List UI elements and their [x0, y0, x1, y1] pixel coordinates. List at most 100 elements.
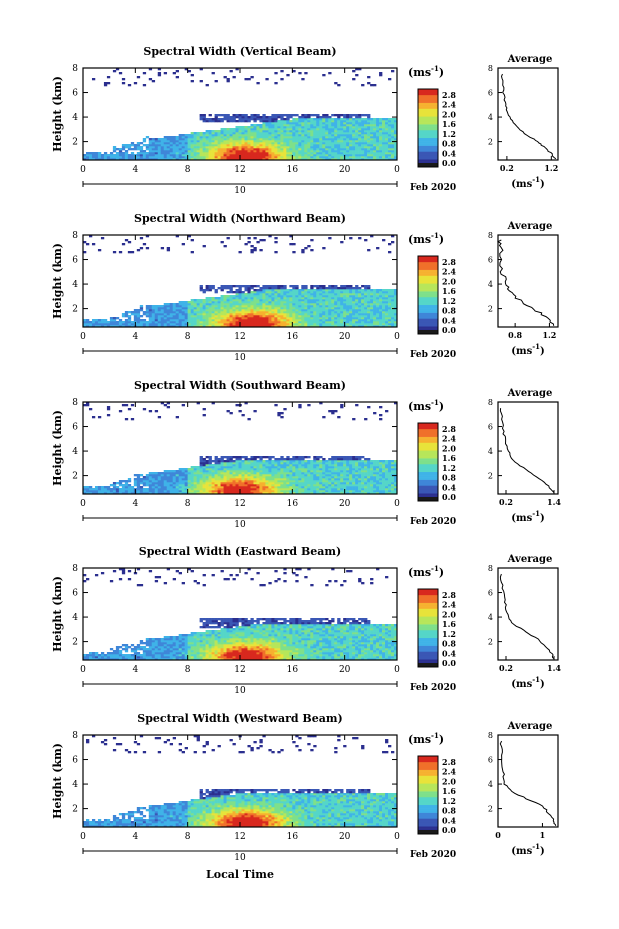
average-frame: [497, 567, 559, 661]
colorbar-tick-label: 0.4: [442, 315, 456, 325]
colorbar-swatch: [418, 769, 438, 772]
avg-y-tick-label: 4: [488, 113, 493, 122]
colorbar-swatch: [418, 810, 438, 813]
colorbar-swatch: [418, 316, 438, 319]
x-tick-label: 8: [185, 332, 191, 342]
panel-4: Spectral Width (Eastward Beam) Height (km…: [51, 545, 561, 696]
colorbar-swatch: [418, 647, 438, 650]
colorbar-swatch: [418, 800, 438, 804]
average-panel: Average 2 4 6 8 0 1 (ms-1): [488, 721, 559, 857]
colorbar-swatch: [418, 438, 438, 441]
avg-y-tick-label: 6: [488, 423, 493, 432]
x-tick-label: 20: [339, 665, 351, 675]
y-axis-label: Height (km): [51, 576, 64, 652]
date-label: Feb 2020: [410, 683, 456, 693]
colorbar-tick-label: 2.4: [442, 267, 456, 277]
colorbar-swatch: [418, 651, 438, 654]
colorbar-swatch: [418, 267, 438, 270]
colorbar-swatch: [418, 796, 438, 800]
colorbar-swatch: [418, 460, 438, 463]
colorbar-swatch: [418, 304, 438, 307]
average-panel: Average 2 4 6 8 0.2 1.4(ms-1): [488, 554, 561, 690]
colorbar-frame: [417, 422, 439, 502]
colorbar-tick-label: 1.2: [442, 296, 456, 306]
colorbar-swatch: [418, 592, 438, 596]
colorbar-swatch: [418, 444, 438, 447]
colorbar-swatch: [418, 645, 438, 648]
avg-x-tick-label: 0.2: [499, 663, 513, 673]
colorbar-swatch: [418, 763, 438, 767]
colorbar-swatch: [418, 92, 438, 96]
x-tick-label: 0: [80, 165, 86, 175]
colorbar-swatch: [418, 428, 438, 432]
colorbar-swatch: [418, 639, 438, 642]
colorbar-swatch: [418, 126, 438, 129]
colorbar-swatch: [418, 256, 438, 259]
y-tick-label: 2: [72, 805, 78, 815]
day-label: 10: [234, 520, 246, 530]
colorbar-swatch: [418, 816, 438, 819]
average-title: Average: [507, 54, 553, 65]
colorbar-swatch: [418, 446, 438, 449]
colorbar-swatch: [418, 89, 438, 92]
colorbar-tick-label: 2.4: [442, 600, 456, 610]
colorbar-swatch: [418, 775, 438, 778]
colorbar-swatch: [418, 649, 438, 652]
avg-y-tick-label: 6: [488, 256, 493, 265]
date-label: Feb 2020: [410, 517, 456, 527]
colorbar-swatch: [418, 663, 438, 667]
colorbar-swatch: [418, 475, 438, 478]
avg-x-tick-label: 0.2: [499, 497, 513, 507]
colorbar-swatch: [418, 135, 438, 139]
colorbar-swatch: [418, 326, 438, 329]
x-tick-label: 12: [234, 332, 245, 342]
colorbar-swatch: [418, 808, 438, 811]
colorbar-tick-label: 2.0: [442, 276, 456, 286]
colorbar-swatch: [418, 618, 438, 621]
colorbar-swatch: [418, 296, 438, 300]
colorbar-unit: (ms-1): [408, 564, 444, 579]
x-tick-label: 12: [234, 499, 245, 509]
x-axis-label: Local Time: [206, 868, 274, 881]
colorbar-tick-label: 0.0: [442, 658, 456, 668]
colorbar-tick-label: 2.0: [442, 609, 456, 619]
colorbar-swatch: [418, 771, 438, 774]
colorbar-swatch: [418, 436, 438, 439]
colorbar-tick-label: 1.2: [442, 629, 456, 639]
x-tick-label: 16: [287, 165, 299, 175]
heatmap-cells: [83, 235, 398, 328]
colorbar-swatch: [418, 471, 438, 474]
panel-title: Spectral Width (Westward Beam): [137, 712, 342, 725]
avg-y-tick-label: 4: [488, 780, 493, 789]
colorbar-swatch: [418, 589, 438, 592]
avg-x-tick-label: 1.2: [542, 330, 556, 340]
colorbar-tick-label: 1.6: [442, 119, 456, 129]
colorbar-swatch: [418, 312, 438, 315]
colorbar-swatch: [418, 120, 438, 123]
colorbar-swatch: [418, 635, 438, 639]
x-tick-label: 4: [132, 332, 138, 342]
heatmap-cells: [83, 568, 398, 661]
colorbar-swatch: [418, 761, 438, 765]
colorbar-swatch: [418, 285, 438, 288]
y-tick-label: 8: [72, 398, 78, 408]
colorbar-swatch: [418, 265, 438, 268]
colorbar-swatch: [418, 659, 438, 662]
colorbar-swatch: [418, 271, 438, 274]
colorbar-swatch: [418, 626, 438, 629]
avg-y-tick-label: 8: [488, 564, 493, 573]
colorbar-swatch: [418, 450, 438, 453]
colorbar-unit: (ms-1): [408, 398, 444, 413]
y-tick-label: 6: [72, 89, 78, 99]
x-tick-label: 0: [80, 332, 86, 342]
average-title: Average: [507, 221, 553, 232]
colorbar-swatch: [418, 787, 438, 790]
colorbar-swatch: [418, 783, 438, 786]
colorbar: (ms-1) 0.00.40.81.21.62.02.42.8: [408, 731, 456, 835]
colorbar-swatch: [418, 481, 438, 484]
colorbar-swatch: [418, 624, 438, 627]
panel-title: Spectral Width (Vertical Beam): [143, 45, 336, 58]
colorbar-frame: [417, 88, 439, 168]
colorbar-tick-label: 0.8: [442, 806, 456, 816]
colorbar-swatch: [418, 602, 438, 605]
